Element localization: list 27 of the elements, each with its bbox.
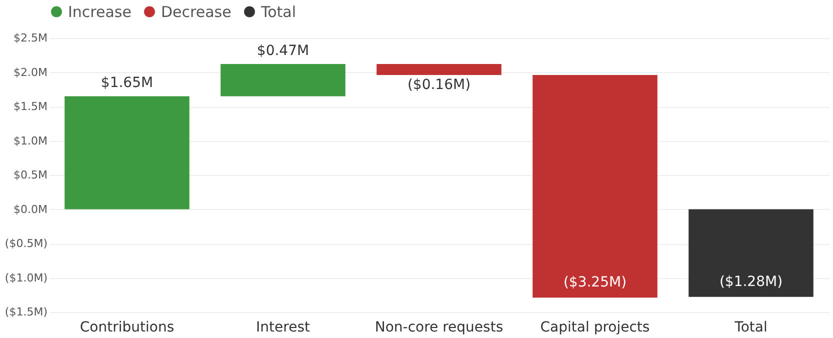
- y-tick-label: $2.0M: [14, 66, 48, 79]
- legend-label: Increase: [68, 2, 132, 21]
- bar: [688, 209, 814, 297]
- data-label: $1.65M: [100, 75, 154, 92]
- y-tick-label: $1.5M: [14, 100, 48, 113]
- x-tick-label: Capital projects: [540, 320, 650, 336]
- bar: [376, 64, 502, 75]
- y-tick-label: $1.0M: [14, 134, 48, 148]
- bar: [64, 96, 190, 210]
- data-label: ($1.28M): [719, 274, 783, 290]
- data-label: ($3.25M): [563, 274, 627, 291]
- y-tick-label: ($0.5M): [4, 237, 48, 250]
- bar: [532, 74, 658, 298]
- legend-label: Total: [260, 2, 296, 21]
- y-tick-label: $0.5M: [14, 168, 48, 182]
- data-label: $0.47M: [256, 43, 310, 60]
- y-tick-label: ($1.5M): [4, 306, 48, 318]
- data-label: ($0.16M): [407, 76, 471, 93]
- x-tick-label: Contributions: [80, 320, 174, 336]
- y-tick-label: ($1.0M): [4, 271, 48, 284]
- legend-label: Decrease: [161, 2, 232, 21]
- y-tick-label: $2.5M: [14, 32, 48, 44]
- y-tick-label: $0.0M: [14, 202, 48, 216]
- x-tick-label: Total: [734, 320, 768, 336]
- bar: [220, 64, 346, 96]
- x-tick-label: Interest: [256, 320, 310, 336]
- x-tick-label: Non-core requests: [374, 320, 504, 336]
